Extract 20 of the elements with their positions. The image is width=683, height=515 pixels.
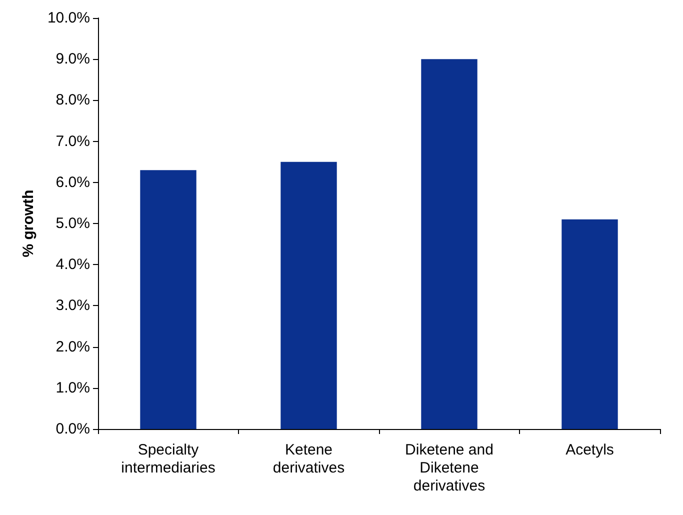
bar	[140, 170, 196, 429]
bar	[280, 162, 337, 429]
x-tick-label: Acetyls	[566, 442, 614, 458]
y-axis-title: % growth	[20, 190, 37, 258]
y-tick-label: 0.0%	[56, 420, 90, 438]
y-tick-label: 6.0%	[56, 174, 90, 191]
y-tick-label: 5.0%	[56, 215, 90, 232]
y-tick-label: 7.0%	[56, 132, 90, 150]
y-tick-label: 1.0%	[56, 379, 90, 396]
y-tick-label: 9.0%	[56, 50, 90, 68]
y-tick-label: 10.0%	[47, 10, 90, 26]
y-tick-label: 4.0%	[56, 256, 90, 274]
x-tick-label: Specialty intermediaries	[121, 442, 216, 476]
y-tick-label: 8.0%	[56, 92, 90, 109]
bar	[562, 219, 618, 429]
y-tick-label: 2.0%	[56, 338, 90, 356]
x-tick-label: Ketene derivatives	[272, 442, 345, 476]
x-tick-label: Diketene and Diketene derivatives	[405, 442, 494, 494]
bar	[421, 59, 478, 429]
y-tick-label: 3.0%	[56, 297, 90, 314]
